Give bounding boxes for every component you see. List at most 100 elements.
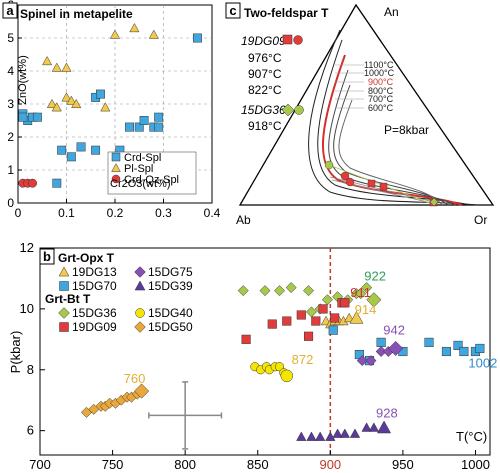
sample-15dg36-diamond bbox=[281, 103, 295, 117]
panel-a-point-crd-spl bbox=[66, 152, 76, 162]
panel-b-point-15dg70 bbox=[453, 340, 463, 350]
legend-group-grt-bt: Grt-Bt T bbox=[45, 292, 91, 306]
panel-b-point-19dg09 bbox=[267, 319, 277, 329]
isotherm-curve bbox=[317, 39, 471, 206]
panel-a-point-crd-spl bbox=[96, 89, 105, 99]
panel-b-point-15dg39 bbox=[306, 431, 317, 441]
annotation-760: 760 bbox=[124, 371, 146, 386]
panel-a-point-crd-qz-spl bbox=[28, 178, 37, 188]
panel-b-letter-box bbox=[39, 248, 55, 265]
panel-b-point-15dg39 bbox=[296, 431, 307, 441]
panel-a-point-crd-spl bbox=[154, 122, 164, 132]
panel-a-point-pl-spl bbox=[51, 62, 62, 72]
isotherm-label: 1100°C bbox=[364, 60, 394, 70]
panel-b-xtick-label: 1000 bbox=[461, 457, 490, 472]
panel-b-point-15dg39 bbox=[325, 431, 336, 441]
panel-b-point-19dg09 bbox=[330, 313, 340, 323]
ternary-point bbox=[345, 177, 355, 187]
panel-b-point-15dg70 bbox=[376, 337, 386, 347]
sample-19dg09-circle bbox=[293, 35, 303, 45]
panel-b-xtick-label: 850 bbox=[247, 457, 269, 472]
panel-b-frame bbox=[39, 247, 491, 456]
annotation-1002: 1002 bbox=[468, 356, 497, 371]
sample-19dg09-label: 19DG09 bbox=[241, 34, 286, 48]
panel-a-title: Spinel in metapelite bbox=[20, 7, 133, 21]
panel-b-point-19dg09 bbox=[340, 298, 350, 308]
panel-b-point-15dg39 bbox=[332, 428, 343, 438]
panel-b-point-15dg36 bbox=[237, 285, 249, 297]
panel-a-xtick-label: 0 bbox=[15, 206, 22, 220]
isotherm-label: 900°C bbox=[368, 77, 394, 87]
panel-a-xtick-label: 0.2 bbox=[107, 206, 124, 220]
legend-label-crd-spl: Crd-Spl bbox=[124, 152, 161, 164]
legend-group-grt-opx: Grt-Opx T bbox=[58, 251, 115, 265]
panel-a-legend-box bbox=[107, 151, 197, 195]
panel-a-point-pl-spl bbox=[129, 22, 140, 33]
panel-a-point-pl-spl bbox=[46, 98, 57, 109]
panel-a-point-crd-spl bbox=[139, 116, 149, 125]
isotherm-label: 600°C bbox=[368, 103, 394, 113]
legend-marker-crd-spl bbox=[111, 152, 121, 162]
panel-a-xlabel: Cr2O3(wt%) bbox=[110, 178, 171, 190]
isotherm-label: 800°C bbox=[368, 86, 394, 96]
panel-b-point-15dg36 bbox=[274, 285, 286, 297]
isotherm-curve-900 bbox=[322, 54, 463, 206]
isotherm-label: 1000°C bbox=[364, 68, 395, 78]
panel-b-point-19dg13 bbox=[344, 312, 355, 323]
panel-b-xtick-label: 900 bbox=[319, 457, 341, 472]
ternary-point bbox=[340, 171, 350, 181]
legend-marker-15dg36 bbox=[58, 307, 70, 319]
panel-b-point-15dg75 bbox=[375, 345, 387, 358]
panel-a-point-crd-spl bbox=[193, 33, 202, 43]
pressure-label: P=8kbar bbox=[384, 123, 429, 137]
panel-b-point-15dg70 bbox=[459, 346, 469, 357]
annotation-872: 872 bbox=[292, 352, 314, 367]
panel-b-point-19dg09 bbox=[303, 331, 314, 341]
panel-b-point-15dg40 bbox=[280, 369, 294, 383]
panel-b-point-19dg09 bbox=[282, 316, 292, 326]
panel-b-point-15dg75 bbox=[356, 355, 368, 367]
legend-label-15dg39: 15DG39 bbox=[148, 279, 193, 293]
panel-a-point-pl-spl bbox=[51, 102, 62, 112]
panel-b-ytick-label: 10 bbox=[20, 301, 34, 316]
panel-a-point-pl-spl bbox=[66, 95, 77, 105]
panel-b-point-15dg39 bbox=[339, 428, 350, 438]
legend-marker-pl-spl bbox=[111, 163, 121, 172]
panel-b-point-19dg09 bbox=[318, 304, 328, 314]
panel-a-point-pl-spl bbox=[100, 102, 111, 112]
panel-b-point-19dg09 bbox=[241, 334, 251, 344]
panel-b-xtick-label: 800 bbox=[174, 457, 196, 472]
panel-a-point-crd-spl bbox=[154, 112, 164, 122]
legend-marker-crd-qz-spl bbox=[111, 174, 121, 184]
sample-15dg36-temp: 918°C bbox=[248, 119, 282, 133]
annotation-942: 942 bbox=[383, 322, 405, 337]
panel-b-point-15dg36 bbox=[303, 285, 315, 297]
panel-a-point-pl-spl bbox=[148, 29, 159, 39]
panel-a-ytick-label: 1 bbox=[7, 163, 14, 177]
legend-label-19dg09: 19DG09 bbox=[72, 320, 117, 334]
panel-b-point-15dg39 bbox=[361, 422, 372, 432]
panel-b-point-15dg50 bbox=[134, 383, 150, 399]
panel-a-ytick-label: 2 bbox=[7, 130, 14, 144]
panel-b-point-15dg75 bbox=[365, 355, 377, 367]
panel-a-point-pl-spl bbox=[71, 98, 82, 109]
vertex-an: An bbox=[384, 5, 399, 19]
legend-marker-15dg50 bbox=[134, 321, 146, 333]
panel-b-xtick-label: 750 bbox=[102, 457, 124, 472]
panel-a-ytick-label: 0 bbox=[7, 196, 14, 210]
panel-a-point-crd-spl bbox=[134, 122, 144, 132]
annotation-928: 928 bbox=[376, 406, 398, 421]
legend-marker-19dg13 bbox=[58, 266, 70, 277]
panel-a-point-crd-spl bbox=[18, 112, 28, 122]
legend-marker-15dg40 bbox=[135, 308, 145, 318]
panel-b-point-19dg09 bbox=[311, 316, 321, 326]
annotation-914: 914 bbox=[355, 302, 377, 317]
ternary-triangle bbox=[238, 3, 495, 206]
panel-b-point-15dg70 bbox=[328, 325, 338, 335]
panel-b-xlabel: T(°C) bbox=[456, 429, 487, 444]
sample-19dg09-temp-2: 907°C bbox=[248, 67, 282, 81]
ternary-points bbox=[324, 160, 439, 207]
panel-a-letter: a bbox=[6, 3, 14, 18]
